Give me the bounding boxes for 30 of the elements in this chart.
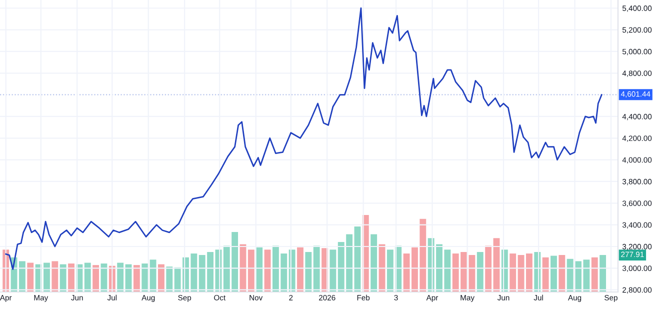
bar <box>150 260 156 292</box>
bar <box>305 252 312 292</box>
bar <box>370 234 378 292</box>
bar <box>68 264 74 292</box>
bar <box>27 262 34 292</box>
bar <box>158 264 164 292</box>
bar <box>92 265 100 292</box>
bar <box>476 252 484 292</box>
bar <box>60 264 66 292</box>
line-series <box>5 7 602 270</box>
bar <box>117 262 124 292</box>
bar <box>558 255 566 292</box>
bar <box>142 264 148 292</box>
bar <box>330 250 336 292</box>
bar <box>133 265 140 292</box>
bar <box>550 256 557 292</box>
bar <box>591 257 598 292</box>
bar <box>84 262 91 292</box>
bar <box>52 261 58 292</box>
bar <box>485 246 492 292</box>
bar <box>18 261 26 292</box>
bar <box>566 258 574 292</box>
bar <box>600 255 606 292</box>
bar <box>166 266 173 292</box>
bar <box>526 254 532 292</box>
bar <box>313 246 320 292</box>
bar <box>297 247 304 292</box>
bar <box>542 257 549 292</box>
bar <box>248 250 254 292</box>
bar <box>510 254 516 292</box>
